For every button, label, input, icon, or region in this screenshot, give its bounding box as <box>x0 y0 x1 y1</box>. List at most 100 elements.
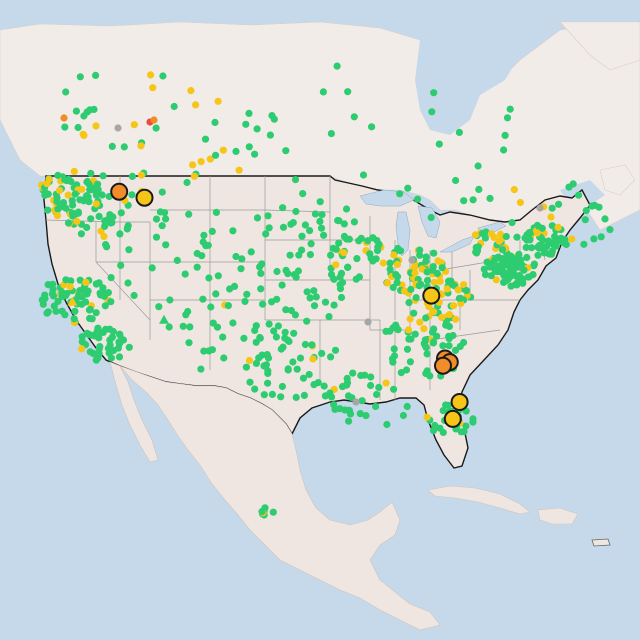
station-marker[interactable] <box>309 355 317 363</box>
station-marker[interactable] <box>123 224 132 232</box>
station-marker[interactable] <box>392 323 400 331</box>
station-marker[interactable] <box>439 342 447 350</box>
station-marker[interactable] <box>383 420 391 429</box>
station-marker[interactable] <box>352 275 360 283</box>
station-marker[interactable] <box>246 378 254 386</box>
station-marker[interactable] <box>327 251 335 259</box>
station-marker[interactable] <box>367 373 375 381</box>
station-marker[interactable] <box>451 346 460 354</box>
station-marker[interactable] <box>407 285 415 293</box>
station-marker[interactable] <box>460 428 468 436</box>
station-marker[interactable] <box>53 194 61 202</box>
station-marker[interactable] <box>179 322 187 330</box>
station-marker[interactable] <box>200 231 208 239</box>
highlighted-station-marker[interactable] <box>422 286 441 305</box>
station-marker[interactable] <box>597 233 605 241</box>
station-marker[interactable] <box>43 180 51 188</box>
station-marker[interactable] <box>367 381 375 390</box>
highlighted-station-marker[interactable] <box>110 182 129 201</box>
station-marker[interactable] <box>296 354 305 362</box>
station-marker[interactable] <box>266 131 274 139</box>
station-marker[interactable] <box>390 345 398 353</box>
station-marker[interactable] <box>407 335 415 343</box>
station-marker[interactable] <box>306 227 314 235</box>
station-marker[interactable] <box>486 263 494 271</box>
station-marker[interactable] <box>92 71 100 79</box>
station-marker[interactable] <box>316 217 324 225</box>
station-marker[interactable] <box>436 424 444 432</box>
station-marker[interactable] <box>449 331 457 340</box>
station-marker[interactable] <box>193 249 201 258</box>
station-marker[interactable] <box>76 276 84 284</box>
station-marker[interactable] <box>229 319 237 327</box>
station-marker[interactable] <box>212 151 220 159</box>
station-marker[interactable] <box>460 338 468 347</box>
station-marker[interactable] <box>342 205 351 213</box>
station-marker[interactable] <box>114 344 122 352</box>
station-marker[interactable] <box>262 230 270 238</box>
station-marker[interactable] <box>416 318 424 326</box>
station-marker[interactable] <box>312 293 320 301</box>
station-marker[interactable] <box>581 216 589 224</box>
station-marker[interactable] <box>173 256 181 264</box>
station-marker[interactable] <box>206 155 214 163</box>
station-marker[interactable] <box>375 240 383 248</box>
station-marker[interactable] <box>69 212 77 220</box>
station-marker[interactable] <box>530 260 539 268</box>
station-marker[interactable] <box>373 390 381 399</box>
station-marker[interactable] <box>189 161 197 169</box>
station-marker[interactable] <box>286 251 294 259</box>
station-marker[interactable] <box>330 301 338 309</box>
station-marker[interactable] <box>263 351 271 359</box>
station-marker[interactable] <box>87 169 95 177</box>
station-marker[interactable] <box>320 382 328 390</box>
station-marker[interactable] <box>204 241 212 249</box>
station-marker[interactable] <box>95 212 103 220</box>
station-marker[interactable] <box>487 230 495 238</box>
station-marker[interactable] <box>66 283 74 291</box>
station-marker[interactable] <box>436 277 444 285</box>
station-marker[interactable] <box>456 294 464 302</box>
station-marker[interactable] <box>162 241 170 249</box>
station-marker[interactable] <box>186 323 194 331</box>
station-marker[interactable] <box>70 167 78 175</box>
station-marker[interactable] <box>44 281 52 289</box>
station-marker[interactable] <box>107 274 115 282</box>
station-marker[interactable] <box>310 302 319 310</box>
station-marker[interactable] <box>159 72 167 80</box>
station-marker[interactable] <box>390 251 398 259</box>
station-marker[interactable] <box>420 339 428 347</box>
station-marker[interactable] <box>426 372 434 380</box>
station-marker[interactable] <box>158 188 166 196</box>
station-marker[interactable] <box>212 290 220 298</box>
station-marker[interactable] <box>411 330 419 338</box>
station-marker[interactable] <box>445 311 454 319</box>
station-marker[interactable] <box>88 315 96 323</box>
station-marker[interactable] <box>548 222 556 230</box>
station-marker[interactable] <box>430 278 438 286</box>
station-marker[interactable] <box>414 195 422 203</box>
station-marker[interactable] <box>229 227 237 235</box>
station-marker[interactable] <box>240 334 248 342</box>
station-marker[interactable] <box>434 257 442 265</box>
station-marker[interactable] <box>430 325 438 333</box>
station-marker[interactable] <box>534 251 542 259</box>
station-marker[interactable] <box>408 256 416 264</box>
station-marker[interactable] <box>495 237 503 245</box>
station-marker[interactable] <box>430 249 438 257</box>
station-marker[interactable] <box>392 271 400 279</box>
station-marker[interactable] <box>492 264 500 272</box>
station-marker[interactable] <box>76 196 84 204</box>
station-marker[interactable] <box>258 508 266 516</box>
station-marker[interactable] <box>108 219 116 227</box>
station-marker[interactable] <box>92 122 100 130</box>
station-marker[interactable] <box>503 114 512 122</box>
station-marker[interactable] <box>469 196 477 204</box>
station-marker[interactable] <box>199 295 207 303</box>
station-marker[interactable] <box>320 231 328 239</box>
station-marker[interactable] <box>373 247 382 255</box>
station-marker[interactable] <box>405 299 413 307</box>
station-marker[interactable] <box>430 89 438 97</box>
station-marker[interactable] <box>325 313 333 321</box>
